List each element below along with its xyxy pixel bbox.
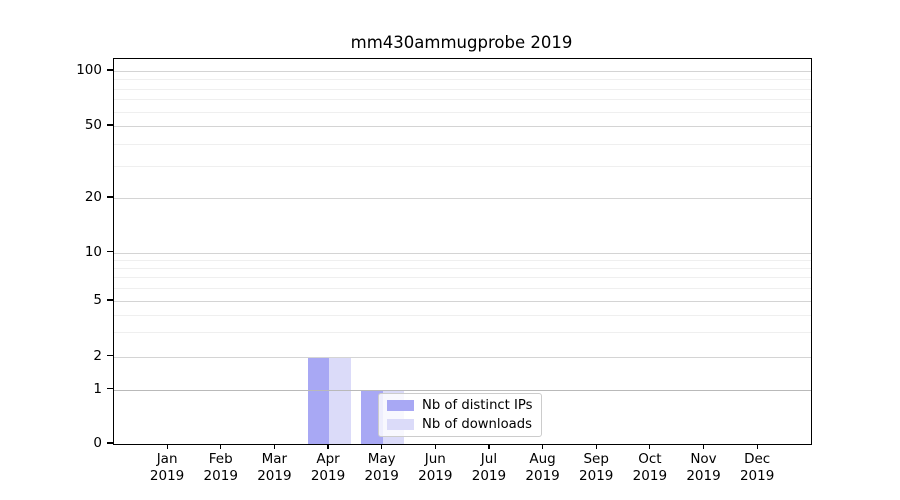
- x-tick-year: 2019: [471, 467, 507, 484]
- legend-label: Nb of downloads: [422, 417, 532, 432]
- minor-gridline-4: [114, 314, 811, 316]
- x-tick-label-dec: Dec 2019: [729, 451, 785, 484]
- x-tick-month: Mar: [261, 451, 288, 467]
- x-tick-label-may: May 2019: [354, 451, 410, 484]
- x-tick-year: 2019: [632, 467, 668, 484]
- x-tick-mark-dec: [756, 444, 758, 449]
- x-tick-mark-nov: [702, 444, 705, 449]
- minor-gridline-6: [114, 288, 811, 290]
- x-tick-label-aug: Aug 2019: [515, 451, 571, 484]
- y-tick-label-10: 10: [84, 243, 102, 260]
- x-tick-mark-jul: [488, 444, 490, 449]
- y-tick-mark-20: [107, 196, 113, 198]
- y-tick-mark-0: [107, 442, 113, 444]
- x-tick-mark-jan: [166, 444, 168, 449]
- major-gridline-5: [114, 301, 811, 302]
- legend-swatch-icon: [387, 419, 414, 430]
- x-tick-mark-apr: [327, 444, 329, 449]
- minor-gridline-60: [114, 111, 811, 113]
- x-tick-month: Nov: [690, 451, 717, 467]
- x-tick-year: 2019: [418, 467, 453, 484]
- plot-area: [113, 58, 812, 445]
- x-tick-mark-oct: [649, 444, 651, 449]
- x-tick-year: 2019: [149, 467, 185, 484]
- y-tick-label-100: 100: [76, 62, 102, 78]
- major-gridline-100: [114, 71, 811, 72]
- y-tick-label-0: 0: [93, 435, 102, 451]
- x-tick-label-nov: Nov 2019: [676, 451, 732, 484]
- minor-gridline-40: [114, 143, 811, 145]
- minor-gridline-8: [114, 268, 811, 270]
- major-gridline-2: [114, 356, 811, 358]
- y-tick-mark-5: [107, 299, 113, 301]
- x-tick-year: 2019: [310, 467, 346, 484]
- x-tick-mark-feb: [220, 444, 222, 449]
- x-tick-month: Jan: [156, 451, 178, 467]
- x-tick-label-mar: Mar 2019: [246, 451, 302, 484]
- x-tick-month: Jun: [424, 451, 446, 467]
- major-gridline-1: [114, 389, 811, 391]
- x-tick-label-oct: Oct 2019: [622, 451, 678, 484]
- y-tick-label-5: 5: [93, 292, 102, 308]
- legend-entry: Nb of distinct IPs: [387, 397, 533, 414]
- x-tick-mark-mar: [273, 444, 275, 449]
- legend: Nb of distinct IPs Nb of downloads: [378, 393, 542, 437]
- x-tick-mark-aug: [541, 444, 544, 449]
- x-tick-year: 2019: [203, 467, 238, 484]
- bar-nb-of-distinct-ips-may: [361, 389, 383, 444]
- x-tick-mark-jun: [434, 444, 436, 449]
- major-gridline-10: [114, 252, 811, 254]
- legend-swatch-icon: [387, 400, 414, 411]
- y-tick-mark-2: [107, 354, 113, 357]
- y-tick-label-2: 2: [93, 347, 102, 364]
- minor-gridline-30: [114, 166, 811, 168]
- x-tick-label-sep: Sep 2019: [568, 451, 624, 484]
- x-tick-month: May: [367, 451, 396, 467]
- minor-gridline-7: [114, 277, 811, 279]
- y-tick-mark-100: [107, 69, 113, 71]
- major-gridline-50: [114, 126, 811, 127]
- chart-title: mm430ammugprobe 2019: [350, 33, 573, 52]
- x-tick-label-jun: Jun 2019: [407, 451, 463, 484]
- x-tick-label-jan: Jan 2019: [139, 451, 195, 484]
- x-tick-month: Aug: [529, 451, 556, 467]
- x-tick-year: 2019: [257, 467, 292, 484]
- legend-entry: Nb of downloads: [387, 416, 533, 433]
- x-tick-month: Oct: [638, 451, 662, 467]
- x-tick-month: Dec: [744, 451, 771, 467]
- x-tick-mark-may: [381, 444, 383, 449]
- y-tick-label-20: 20: [84, 189, 102, 205]
- minor-gridline-90: [114, 79, 811, 81]
- y-tick-mark-10: [107, 250, 113, 253]
- minor-gridline-80: [114, 88, 811, 90]
- x-tick-year: 2019: [739, 467, 775, 484]
- x-tick-label-jul: Jul 2019: [461, 451, 517, 484]
- bar-nb-of-downloads-apr: [329, 356, 351, 444]
- y-tick-label-1: 1: [93, 380, 102, 397]
- legend-label: Nb of distinct IPs: [422, 398, 533, 413]
- x-tick-year: 2019: [525, 467, 560, 484]
- x-tick-label-feb: Feb 2019: [193, 451, 249, 484]
- x-tick-month: Apr: [316, 451, 340, 467]
- minor-gridline-9: [114, 259, 811, 261]
- x-tick-month: Feb: [208, 451, 233, 467]
- x-tick-month: Sep: [583, 451, 609, 467]
- minor-gridline-3: [114, 331, 811, 333]
- y-tick-label-50: 50: [84, 117, 102, 133]
- y-tick-mark-50: [107, 124, 113, 126]
- x-tick-month: Jul: [480, 451, 498, 467]
- major-gridline-20: [114, 198, 811, 199]
- x-tick-year: 2019: [364, 467, 399, 484]
- x-tick-year: 2019: [579, 467, 614, 484]
- x-tick-mark-sep: [595, 444, 597, 449]
- minor-gridline-70: [114, 99, 811, 101]
- x-tick-label-apr: Apr 2019: [300, 451, 356, 484]
- y-tick-mark-1: [107, 387, 113, 390]
- x-tick-year: 2019: [686, 467, 721, 484]
- bar-nb-of-distinct-ips-apr: [307, 356, 330, 444]
